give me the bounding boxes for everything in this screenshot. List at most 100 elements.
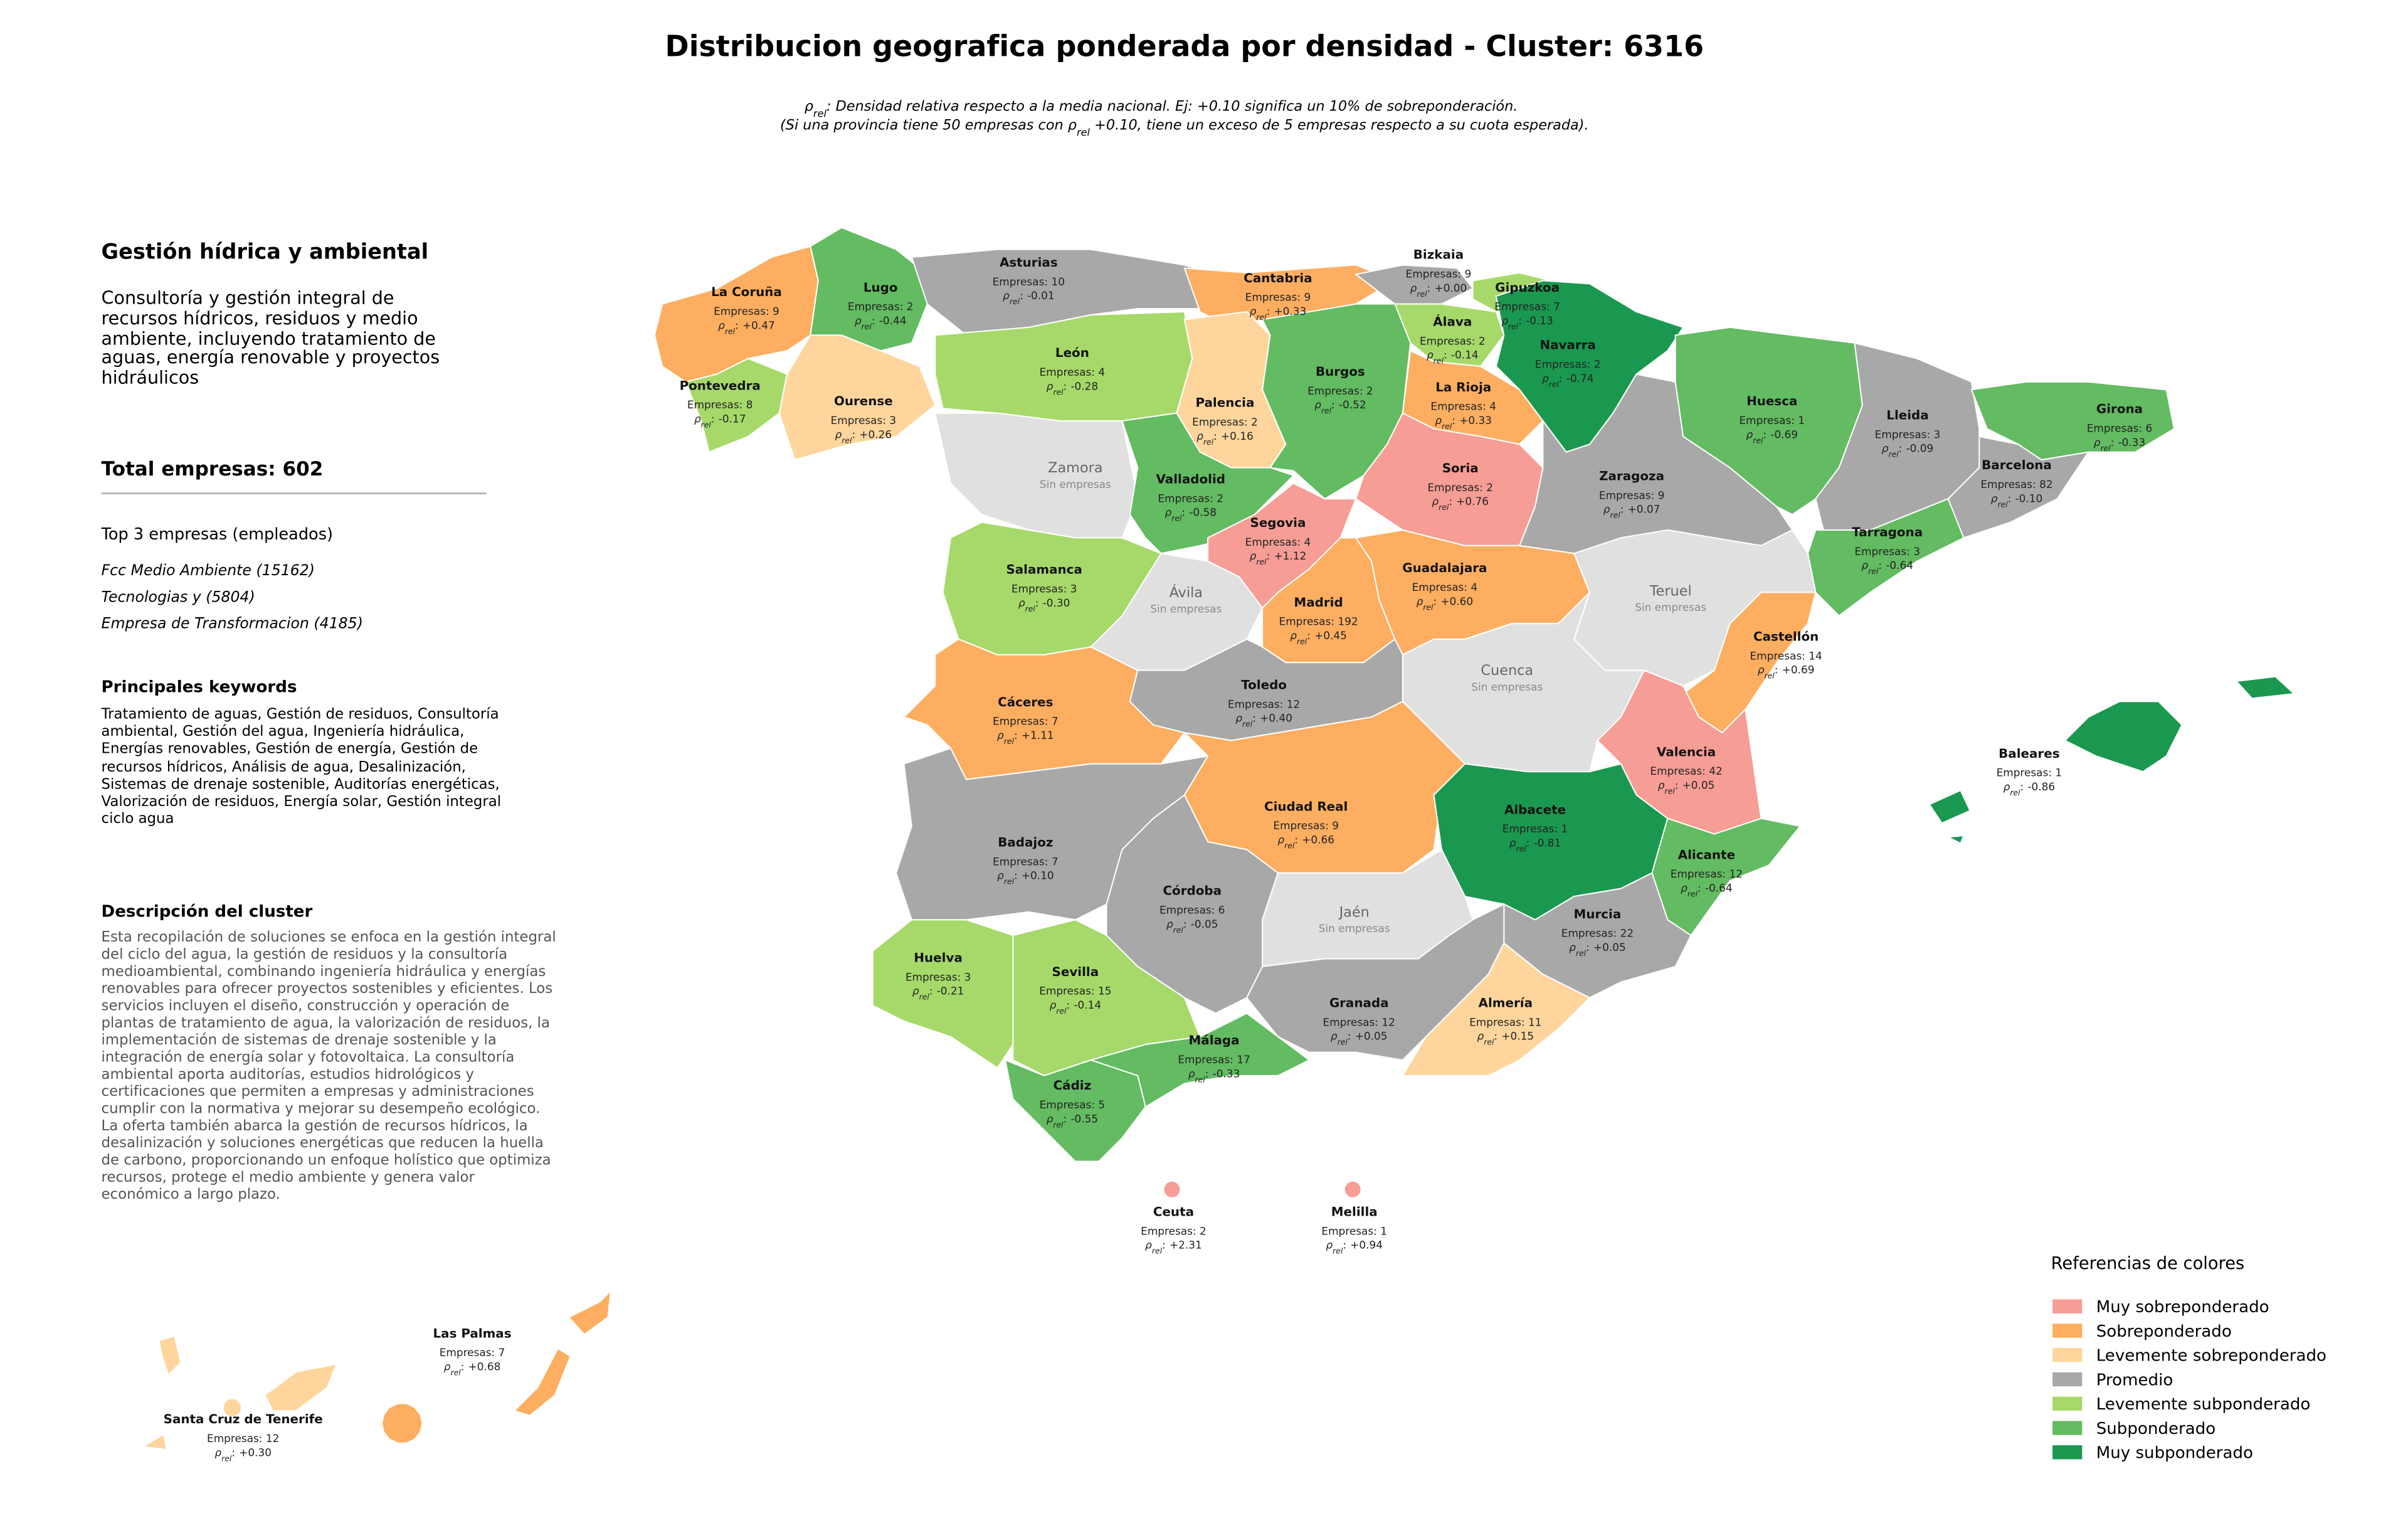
province-rho: ρrel: -0.21: [912, 985, 964, 1001]
province-shape: [1970, 381, 2175, 461]
province-rho: ρrel: +0.45: [1290, 629, 1347, 646]
province-shape: [1928, 676, 2296, 844]
panel-total: Total empresas: 602: [101, 457, 324, 480]
rho-symbol: ρ: [1991, 492, 1998, 504]
legend-swatch: [2052, 1421, 2083, 1435]
rho-symbol: ρ: [997, 869, 1004, 882]
province-count: Empresas: 12: [1323, 1016, 1395, 1028]
rho-value: +0.33: [1459, 414, 1492, 427]
rho-value: -0.05: [1191, 918, 1218, 930]
province-count: Empresas: 1: [1997, 767, 2062, 779]
rho-separator: :: [1526, 837, 1530, 849]
rho-separator: :: [1878, 559, 1882, 571]
province-count: Empresas: 17: [1178, 1053, 1250, 1066]
province-name: La Coruña: [711, 285, 782, 299]
rho-separator: :: [1307, 629, 1311, 642]
province-rho: ρrel: +0.07: [1603, 503, 1661, 520]
rho-value: -0.44: [879, 314, 907, 327]
rho-separator: :: [1162, 1239, 1166, 1251]
rho-value: +0.15: [1501, 1030, 1534, 1043]
panel-summary: Consultoría y gestión integral de recurs…: [101, 287, 440, 389]
rho-symbol: ρ: [1681, 882, 1687, 894]
province-name: Álava: [1433, 314, 1472, 329]
rho-value: -0.81: [1534, 837, 1561, 849]
rho-symbol: ρ: [1477, 1030, 1484, 1043]
province-count: Empresas: 7: [993, 855, 1059, 867]
rho-separator: :: [1444, 349, 1447, 361]
province-rho: ρrel: -0.64: [1861, 559, 1913, 575]
province-name: Zamora: [1048, 460, 1102, 476]
province-shape: [778, 334, 936, 461]
rho-symbol: ρ: [835, 428, 842, 440]
rho-separator: :: [1213, 430, 1217, 442]
province-count: Empresas: 9: [714, 305, 779, 317]
rho-separator: :: [1267, 305, 1270, 317]
province-count: Empresas: 14: [1750, 649, 1822, 662]
rho-symbol: ρ: [1003, 289, 1010, 302]
province-name: Alicante: [1678, 847, 1735, 862]
province-name: Las Palmas: [433, 1326, 512, 1340]
province-count: Empresas: 2: [848, 300, 914, 313]
province-name: Santa Cruz de Tenerife: [164, 1412, 323, 1426]
province-shape: [934, 412, 1139, 539]
rho-subscript: rel: [1434, 356, 1444, 365]
rho-symbol: ρ: [1882, 442, 1889, 455]
rho-separator: :: [1205, 1067, 1209, 1080]
rho-value: -0.64: [1886, 559, 1913, 571]
rho-value: +0.76: [1456, 495, 1489, 507]
province-count: Empresas: 7: [993, 715, 1059, 728]
rho-subscript: rel: [1203, 437, 1214, 446]
legend-label: Sobreponderado: [2096, 1322, 2232, 1341]
province-count: Empresas: 4: [1412, 581, 1478, 593]
rho-subscript: rel: [725, 326, 736, 336]
province-name: Ávila: [1170, 583, 1203, 601]
province-name: León: [1055, 346, 1089, 360]
rho-value: -0.14: [1451, 349, 1479, 361]
province-name: Palencia: [1195, 396, 1254, 410]
province-rho: ρrel: +0.40: [1235, 712, 1292, 729]
rho-subscript: rel: [1010, 297, 1020, 306]
province-rho: ρrel: -0.13: [1501, 314, 1553, 331]
rho-separator: :: [1035, 597, 1039, 609]
rho-subscript: rel: [1171, 513, 1182, 523]
rho-value: +0.05: [1593, 941, 1626, 953]
rho-subscript: rel: [919, 992, 930, 1001]
rho-separator: :: [231, 1446, 235, 1458]
rho-subscript: rel: [1056, 1005, 1067, 1015]
rho-value: +0.16: [1221, 430, 1254, 442]
province-rho: ρrel: -0.64: [1681, 882, 1733, 899]
province-name: Girona: [2096, 402, 2143, 416]
rho-value: +0.40: [1260, 712, 1292, 724]
province-shape: [1940, 435, 2090, 539]
legend-swatch: [2052, 1348, 2083, 1362]
rho-separator: :: [872, 314, 875, 327]
province-shape: [381, 1289, 612, 1444]
province-rho: ρrel: -0.17: [694, 413, 746, 430]
rho-subscript: rel: [1025, 603, 1036, 613]
rho-separator: :: [1267, 549, 1270, 562]
rho-symbol: ρ: [1188, 1067, 1195, 1080]
rho-symbol: ρ: [1314, 398, 1321, 411]
legend-swatch: [2052, 1445, 2083, 1460]
rho-separator: :: [1014, 869, 1018, 882]
province-count: Empresas: 2: [1141, 1224, 1207, 1237]
rho-separator: :: [1675, 779, 1679, 792]
keywords: Tratamiento de aguas, Gestión de residuo…: [101, 706, 502, 829]
rho-value: -0.21: [937, 985, 964, 997]
rho-separator: :: [1348, 1030, 1351, 1043]
rho-separator: :: [1294, 834, 1298, 846]
rho-separator: :: [711, 413, 715, 425]
province-count: Empresas: 7: [1494, 300, 1560, 313]
province-count: Empresas: 42: [1650, 765, 1722, 777]
rho-subscript: rel: [1576, 948, 1587, 958]
province-rho: ρrel: +0.15: [1477, 1030, 1534, 1047]
province-count: Empresas: 12: [1671, 867, 1743, 880]
rho-subscript: rel: [842, 435, 852, 445]
province-count: Empresas: 7: [440, 1346, 505, 1359]
rho-value: +0.00: [1434, 282, 1467, 294]
rho-separator: :: [1763, 428, 1766, 440]
rho-value: -0.10: [2015, 492, 2043, 504]
province-rho: ρrel: +0.05: [1569, 941, 1626, 958]
rho-symbol: ρ: [1509, 837, 1516, 849]
